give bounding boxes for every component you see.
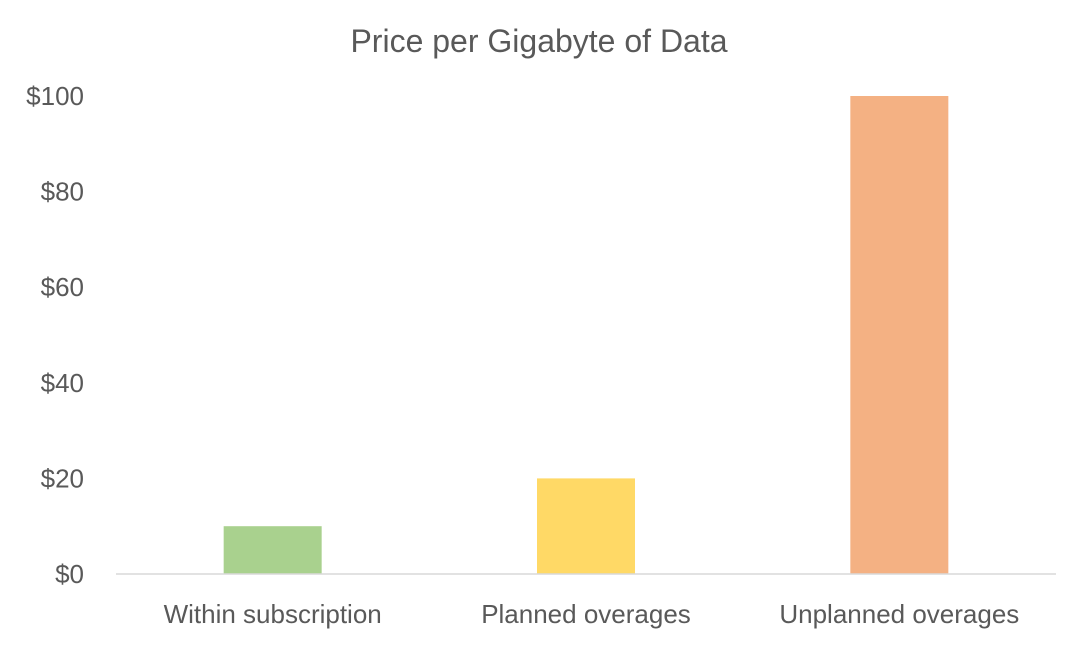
x-axis-labels: Within subscription Planned overages Unpla… — [164, 599, 1020, 629]
bars-group — [223, 96, 949, 574]
bar-unplanned-overages — [850, 96, 949, 574]
x-category-label: Unplanned overages — [779, 599, 1019, 629]
bar-within-subscription — [223, 526, 322, 574]
y-tick-label: $20 — [41, 463, 84, 493]
y-tick-label: $100 — [26, 81, 84, 111]
y-tick-label: $80 — [41, 177, 84, 207]
y-tick-label: $60 — [41, 272, 84, 302]
y-axis-ticks: $0 $20 $40 $60 $80 $100 — [26, 81, 84, 589]
bar-planned-overages — [537, 478, 635, 574]
x-category-label: Planned overages — [481, 599, 691, 629]
chart-title: Price per Gigabyte of Data — [350, 23, 727, 59]
x-category-label: Within subscription — [164, 599, 382, 629]
y-tick-label: $40 — [41, 368, 84, 398]
y-tick-label: $0 — [55, 559, 84, 589]
